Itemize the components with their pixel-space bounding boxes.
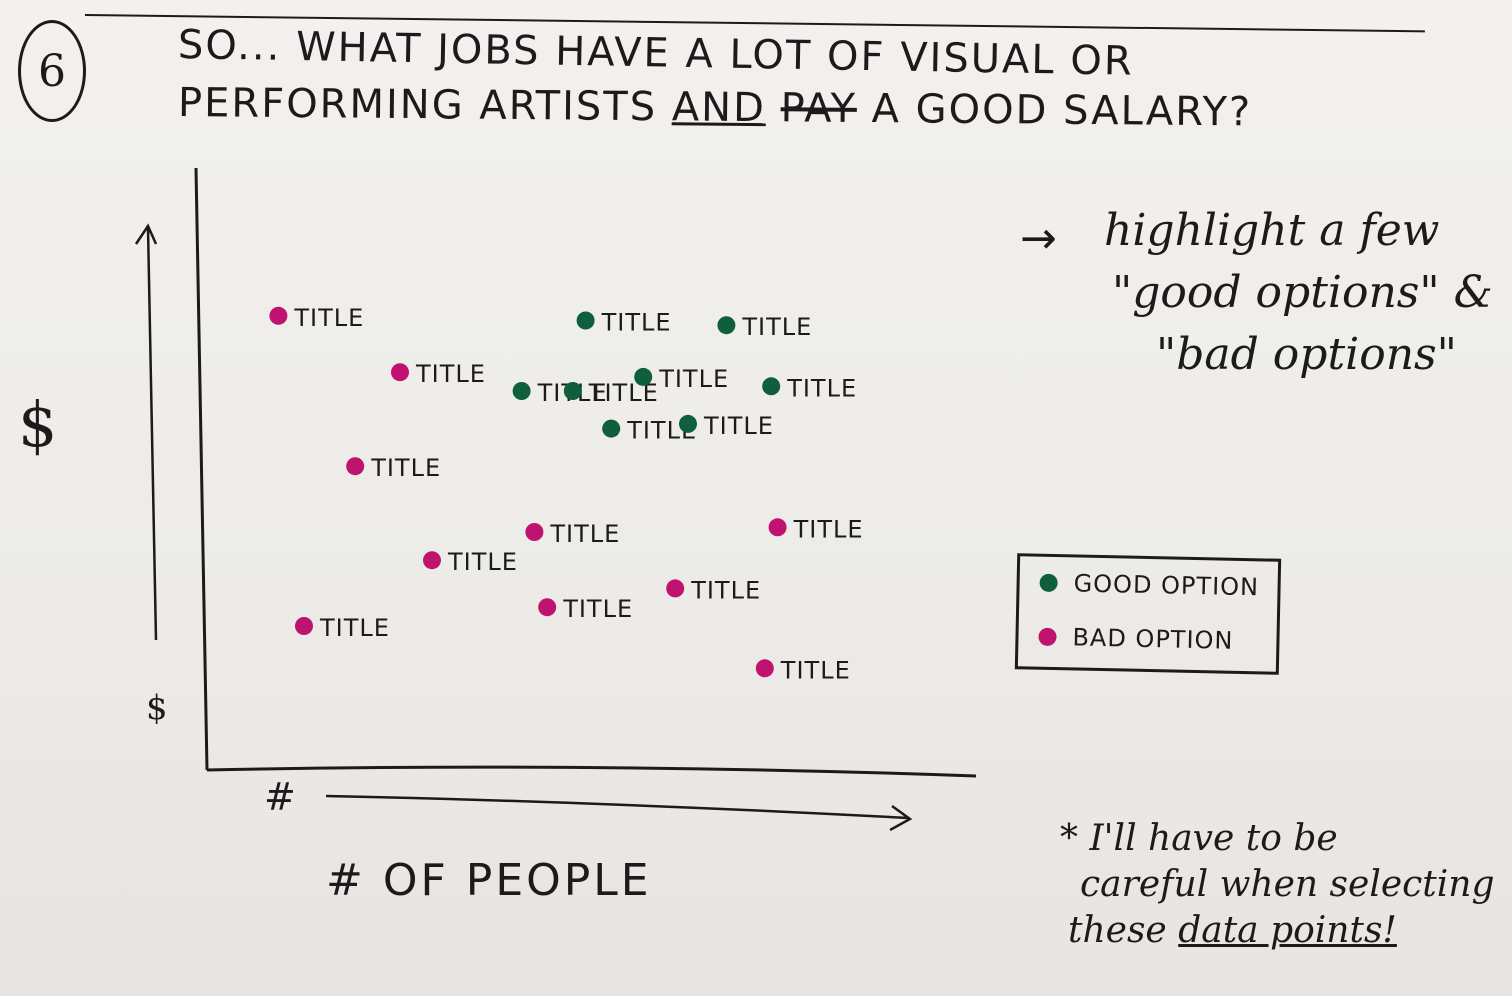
y-axis-line [194,167,209,771]
legend-bad-label: BAD OPTION [1072,623,1234,655]
point-marker-good [512,382,531,400]
x-axis-low-label: # [264,775,296,819]
y-axis-label: $ [18,388,58,461]
note-line-2: "good options" & [1112,267,1493,318]
data-point-bad: TITLE [755,656,851,684]
footnote-line-3: these data points! [1068,910,1397,951]
point-marker-bad [391,363,409,382]
point-label: TITLE [601,309,672,337]
chart-points: TITLE TITLE TITLE TITLE TITLE TITLE TITLE TITLE… [269,304,864,684]
point-marker-good [576,311,595,330]
data-point-bad: TITLE [538,595,633,623]
step-number-circle: 6 [18,20,86,122]
point-marker-good [679,414,697,433]
y-direction-arrow [134,223,158,641]
point-label: TITLE [370,454,441,482]
data-point-bad: TITLE [346,454,441,482]
point-label: TITLE [562,595,633,623]
footnote-line-3a: these [1068,910,1179,951]
note-line-3: "bad options" [1156,329,1457,380]
chart-axes [134,167,977,832]
legend-good-label: GOOD OPTION [1073,569,1260,602]
point-marker-bad [666,579,685,598]
point-marker-bad [346,457,365,476]
data-point-bad: TITLE [666,576,761,604]
point-marker-bad [755,659,774,678]
data-point-bad: TITLE [391,360,486,388]
legend-bad-dot-icon [1038,627,1057,647]
point-label: TITLE [549,520,620,548]
x-axis-label: # OF PEOPLE [326,855,652,906]
footnote-line-2: careful when selecting [1080,864,1495,905]
point-marker-bad [768,518,787,537]
legend-good-dot-icon [1039,573,1058,593]
footnote-line-1: * I'll have to be [1060,818,1338,859]
data-point-bad: TITLE [423,548,518,576]
x-axis-line [206,765,977,778]
footnote-line-3b: data points! [1178,910,1397,951]
point-marker-bad [269,306,288,325]
point-marker-good [717,316,736,335]
data-point-good: TITLE [634,365,729,393]
point-label: TITLE [793,515,864,543]
point-label: TITLE [293,304,364,332]
legend-item-good: GOOD OPTION [1039,569,1260,602]
y-axis-low-label: $ [146,688,168,728]
chart-legend: GOOD OPTION BAD OPTION [1014,553,1282,675]
data-point-good: TITLE [717,313,812,341]
point-marker-bad [538,598,557,617]
point-label: TITLE [447,548,518,576]
point-label: TITLE [415,360,486,388]
point-label: TITLE [703,412,774,440]
point-marker-good [602,419,621,438]
point-label: TITLE [690,576,761,604]
point-marker-bad [423,551,441,570]
x-direction-arrow [325,794,913,832]
data-point-bad: TITLE [768,515,864,543]
step-number: 6 [38,45,66,97]
right-arrow-icon: → [1020,213,1057,264]
data-point-bad: TITLE [525,520,620,548]
point-marker-bad [525,523,544,541]
data-point-good: TITLE [576,309,672,337]
note-line-1: highlight a few [1104,205,1440,256]
data-point-good: TITLE [679,412,774,440]
point-label: TITLE [786,374,857,402]
point-marker-good [762,377,781,396]
point-marker-bad [295,617,313,635]
data-point-good: TITLE [762,374,857,402]
data-point-bad: TITLE [269,304,364,332]
legend-item-bad: BAD OPTION [1038,623,1234,655]
point-label: TITLE [658,365,729,393]
data-point-bad: TITLE [295,614,390,642]
point-label: TITLE [741,313,812,341]
point-marker-good [563,382,582,400]
point-label: TITLE [319,614,390,642]
point-marker-good [634,367,653,386]
point-label: TITLE [780,656,851,684]
